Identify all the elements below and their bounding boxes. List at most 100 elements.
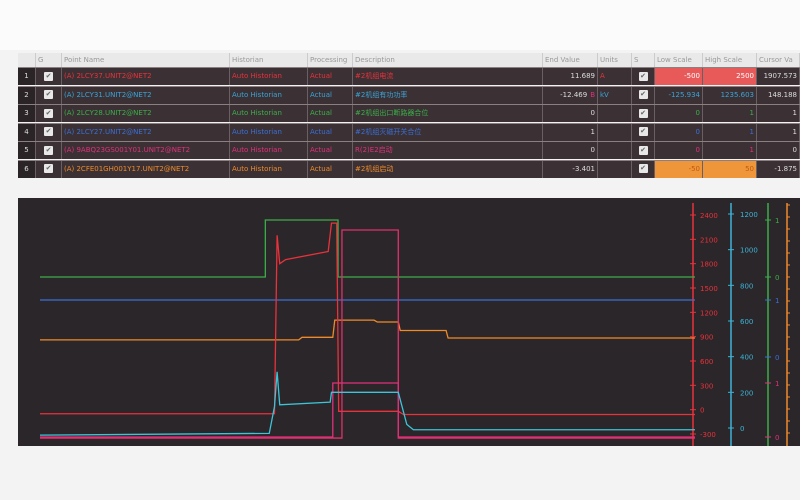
processing: Actual bbox=[310, 146, 332, 154]
column-header-index[interactable] bbox=[18, 53, 36, 67]
processing-cell: Actual bbox=[308, 142, 353, 159]
checkbox-checked-icon[interactable]: ✔ bbox=[44, 145, 53, 155]
quality-flag: B bbox=[590, 90, 595, 99]
cursor-value-cell: 0 bbox=[757, 142, 800, 159]
historian: Auto Historian bbox=[232, 109, 282, 117]
s-checkbox-cell: ✔ bbox=[632, 142, 655, 159]
column-header-s[interactable]: S bbox=[632, 53, 655, 67]
cyan-axis-tick-label: 600 bbox=[740, 318, 753, 326]
checkbox-checked-icon[interactable]: ✔ bbox=[44, 127, 53, 136]
historian-cell: Auto Historian bbox=[230, 123, 308, 141]
red-axis-tick-label: 600 bbox=[700, 358, 713, 366]
processing: Actual bbox=[310, 72, 332, 80]
column-header-high-scale[interactable]: High Scale bbox=[703, 53, 757, 67]
high-scale: 50 bbox=[745, 164, 754, 173]
g-checkbox-cell: ✔ bbox=[36, 160, 62, 178]
point-name: (A) 2LCY31.UNIT2@NET2 bbox=[64, 90, 152, 99]
low-scale-cell: -500 bbox=[655, 68, 703, 85]
index-cell: 2 bbox=[18, 86, 36, 104]
checkbox-checked-icon[interactable]: ✔ bbox=[638, 108, 648, 118]
point-name-cell: (A) 2LCY37.UNIT2@NET2 bbox=[62, 68, 230, 85]
s-checkbox-cell: ✔ bbox=[632, 105, 655, 122]
s-checkbox-cell: ✔ bbox=[632, 160, 655, 178]
description: #2机组出口断路器合位 bbox=[355, 109, 429, 117]
series-line-5 bbox=[40, 382, 695, 438]
red-axis-tick-label: 1200 bbox=[700, 309, 718, 317]
low-scale-cell: 0 bbox=[655, 123, 703, 141]
table-row[interactable]: 4 ✔ (A) 2LCY27.UNIT2@NET2 Auto Historian Act… bbox=[18, 122, 800, 141]
index-cell: 3 bbox=[18, 105, 36, 122]
description: #2机组有功功率 bbox=[355, 90, 408, 99]
end-value-cell: -12.469 B bbox=[543, 86, 598, 104]
index-cell: 6 bbox=[18, 160, 36, 178]
low-scale: 0 bbox=[695, 109, 700, 117]
table-row[interactable]: 1 ✔ (A) 2LCY37.UNIT2@NET2 Auto Historian Act… bbox=[18, 67, 800, 85]
high-scale-cell: 1235.603 bbox=[703, 86, 757, 104]
column-header-low-scale[interactable]: Low Scale bbox=[655, 53, 703, 67]
index: 5 bbox=[24, 146, 29, 154]
index: 2 bbox=[24, 90, 29, 99]
units-cell: A bbox=[598, 68, 632, 85]
series-line-0 bbox=[40, 219, 695, 278]
point-name: (A) 2LCY37.UNIT2@NET2 bbox=[64, 72, 152, 80]
column-header-units[interactable]: Units bbox=[598, 53, 632, 67]
index-cell: 1 bbox=[18, 68, 36, 85]
s-checkbox-cell: ✔ bbox=[632, 68, 655, 85]
table-row[interactable]: 2 ✔ (A) 2LCY31.UNIT2@NET2 Auto Historian Act… bbox=[18, 85, 800, 104]
cyan-axis-tick-label: 200 bbox=[740, 389, 753, 397]
low-scale-cell: 0 bbox=[655, 142, 703, 159]
high-scale-cell: 1 bbox=[703, 123, 757, 141]
series-line-6 bbox=[39, 371, 695, 436]
checkbox-checked-icon[interactable]: ✔ bbox=[638, 164, 648, 173]
checkbox-checked-icon[interactable]: ✔ bbox=[638, 127, 648, 136]
column-header-historian[interactable]: Historian bbox=[230, 53, 308, 67]
column-header-processing[interactable]: Processing bbox=[308, 53, 353, 67]
cursor-value: 148.188 bbox=[768, 90, 797, 99]
checkbox-checked-icon[interactable]: ✔ bbox=[638, 90, 648, 99]
historian: Auto Historian bbox=[232, 164, 282, 173]
cursor-value-cell: 1 bbox=[757, 105, 800, 122]
blue-axis-tick-label: 0 bbox=[775, 354, 779, 362]
high-scale: 1 bbox=[749, 146, 754, 154]
low-scale: -125.934 bbox=[668, 90, 700, 99]
checkbox-checked-icon[interactable]: ✔ bbox=[638, 71, 648, 81]
cursor-value: -1.875 bbox=[774, 164, 797, 173]
processing: Actual bbox=[310, 127, 332, 136]
checkbox-checked-icon[interactable]: ✔ bbox=[44, 108, 53, 118]
cursor-value: 0 bbox=[792, 146, 797, 154]
series-line-3 bbox=[40, 222, 695, 416]
high-scale: 1 bbox=[749, 109, 754, 117]
historian: Auto Historian bbox=[232, 146, 282, 154]
red-axis-tick-label: 1800 bbox=[700, 261, 718, 269]
checkbox-checked-icon[interactable]: ✔ bbox=[44, 164, 53, 173]
checkbox-checked-icon[interactable]: ✔ bbox=[44, 90, 53, 99]
low-scale-cell: -125.934 bbox=[655, 86, 703, 104]
trend-chart-svg: 240021001800150012009006003000-300120010… bbox=[39, 203, 790, 446]
series-line-2 bbox=[40, 319, 695, 341]
units: kV bbox=[600, 90, 609, 99]
point-name: (A) 9ABQ23GS001Y01.UNIT2@NET2 bbox=[64, 146, 191, 154]
index: 4 bbox=[24, 127, 29, 136]
table-row[interactable]: 3 ✔ (A) 2LCY28.UNIT2@NET2 Auto Historian Act… bbox=[18, 104, 800, 122]
column-header-end-value[interactable]: End Value bbox=[543, 53, 598, 67]
point-name: (A) 2LCY28.UNIT2@NET2 bbox=[64, 109, 152, 117]
points-table: G Point Name Historian Processing Descriptio… bbox=[18, 53, 800, 179]
point-name: (A) 2CFE01GH001Y17.UNIT2@NET2 bbox=[64, 164, 190, 173]
units-cell bbox=[598, 123, 632, 141]
cursor-value-cell: 1 bbox=[757, 123, 800, 141]
index-cell: 5 bbox=[18, 142, 36, 159]
high-scale: 1 bbox=[749, 127, 754, 136]
column-header-point-name[interactable]: Point Name bbox=[62, 53, 230, 67]
description: R(2)E2启动 bbox=[355, 146, 393, 154]
checkbox-checked-icon[interactable]: ✔ bbox=[44, 71, 53, 81]
processing: Actual bbox=[310, 109, 332, 117]
cursor-value-cell: -1.875 bbox=[757, 160, 800, 178]
index: 1 bbox=[24, 72, 29, 80]
column-header-g[interactable]: G bbox=[36, 53, 62, 67]
checkbox-checked-icon[interactable]: ✔ bbox=[638, 145, 648, 155]
table-row[interactable]: 6 ✔ (A) 2CFE01GH001Y17.UNIT2@NET2 Auto Hist… bbox=[18, 159, 800, 178]
historian-cell: Auto Historian bbox=[230, 86, 308, 104]
column-header-cursor-value[interactable]: Cursor Va bbox=[757, 53, 800, 67]
column-header-description[interactable]: Description bbox=[353, 53, 543, 67]
table-row[interactable]: 5 ✔ (A) 9ABQ23GS001Y01.UNIT2@NET2 Auto Hist… bbox=[18, 141, 800, 159]
